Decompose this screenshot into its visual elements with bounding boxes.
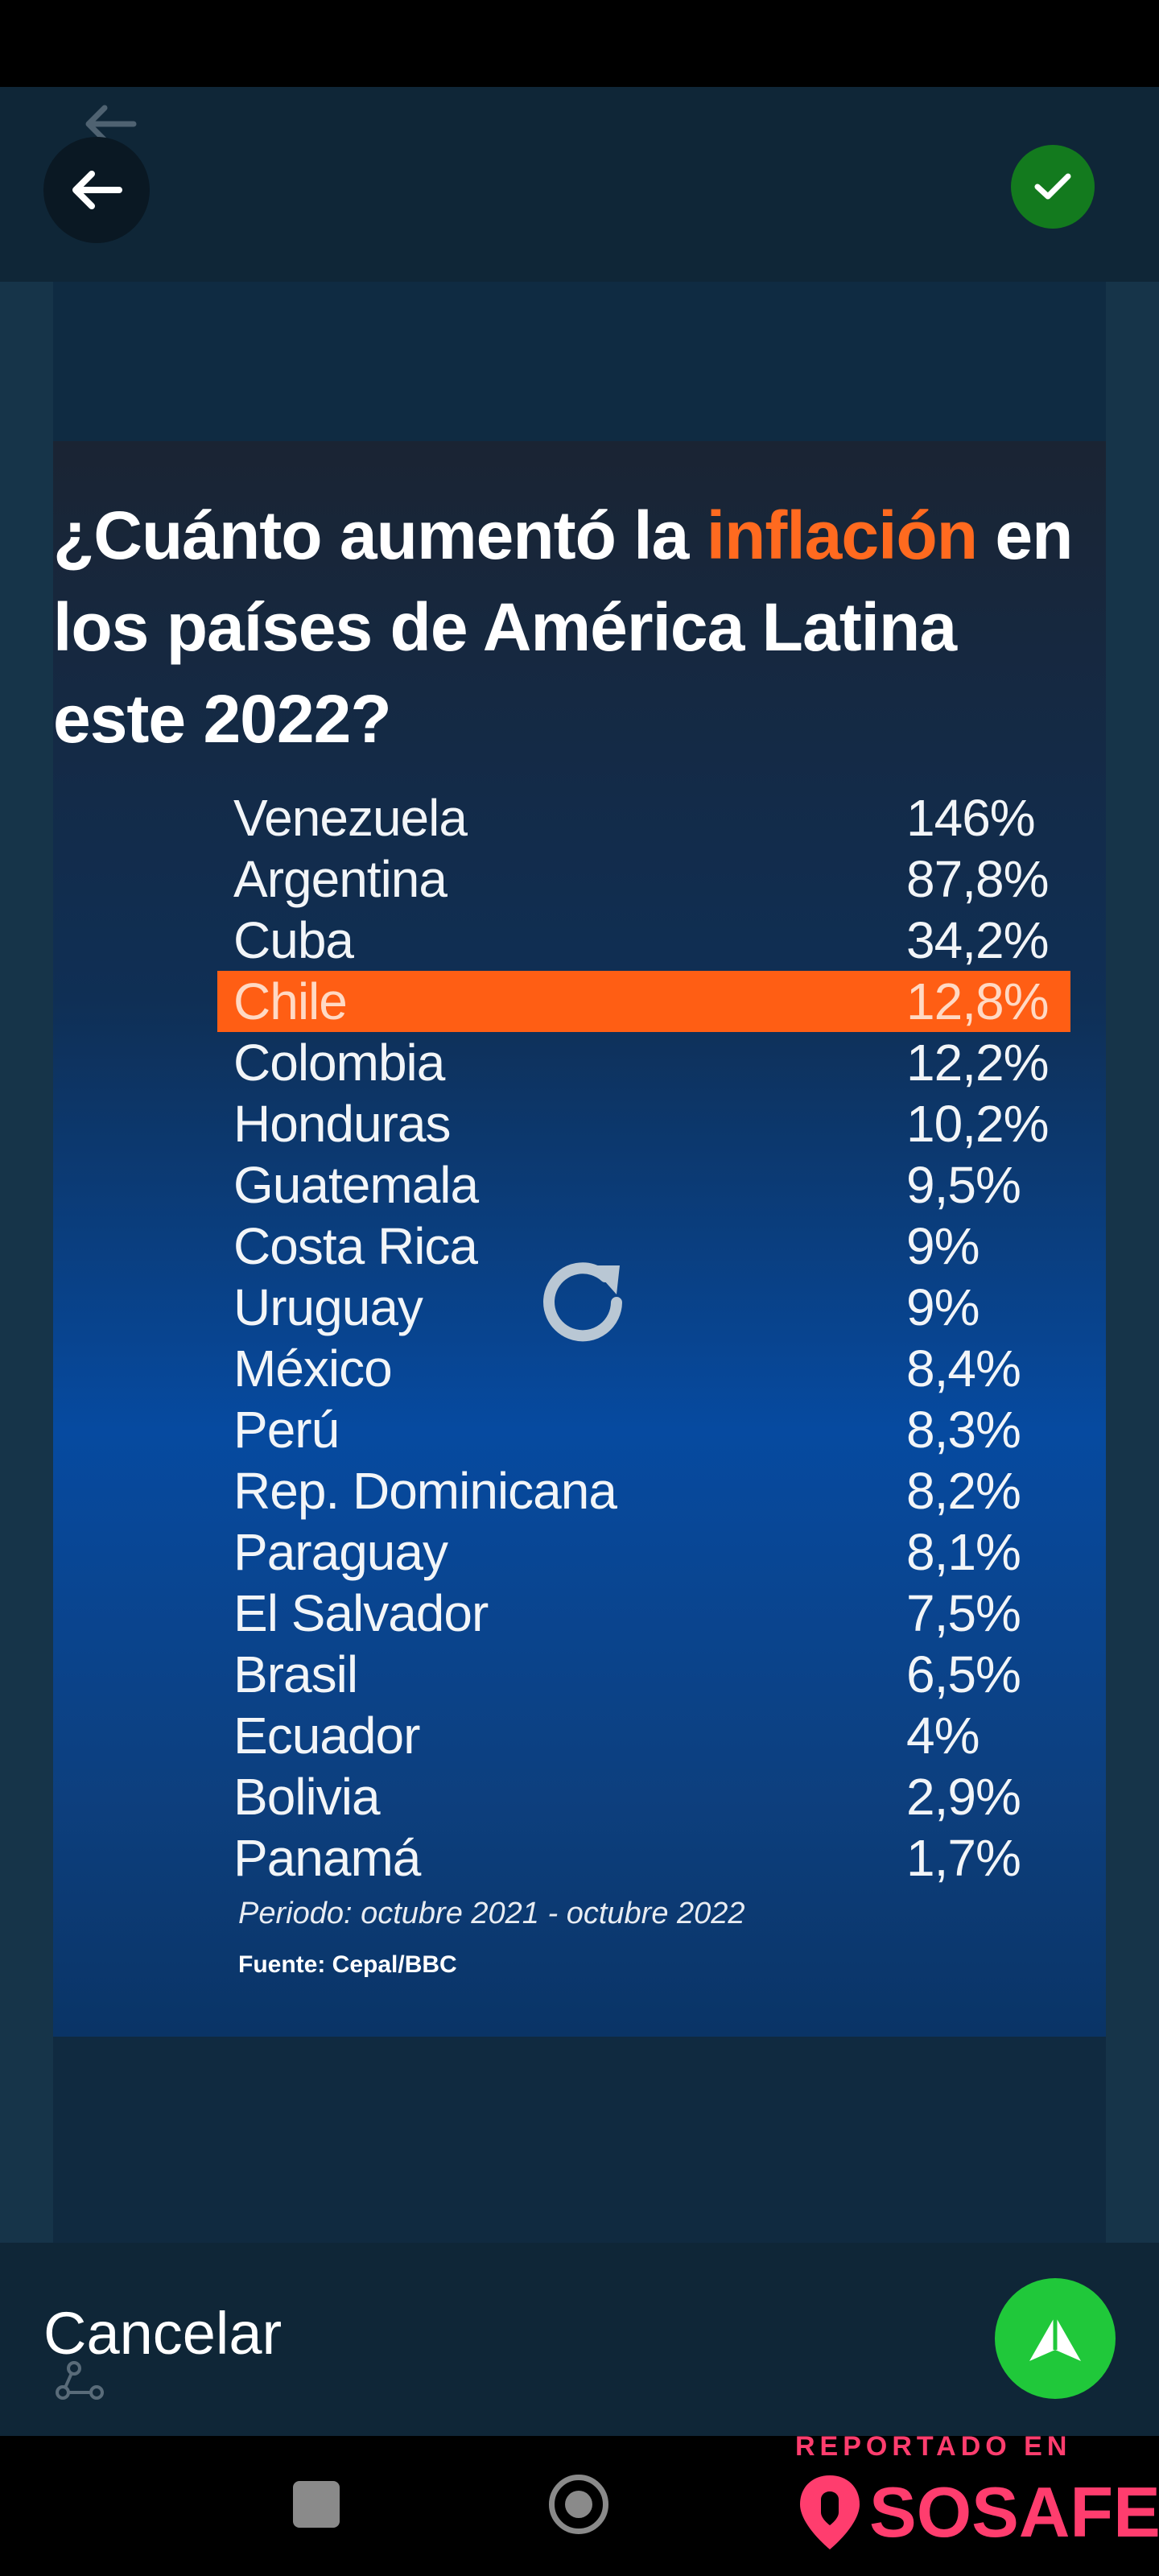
country-name: Argentina [233, 850, 448, 908]
table-row: México 8,4% [217, 1338, 1070, 1399]
share-icon [56, 2361, 104, 2400]
title-text-end: en los países de América Latina este 202… [53, 497, 1073, 757]
back-button[interactable] [43, 137, 150, 243]
inflation-value: 8,4% [906, 1340, 1021, 1397]
infographic-title: ¿Cuánto aumentó la inflación en los país… [53, 489, 1099, 765]
home-button[interactable] [549, 2475, 608, 2534]
cancel-button[interactable]: Cancelar [43, 2300, 283, 2367]
country-name: Bolivia [233, 1768, 381, 1826]
inflation-value: 87,8% [906, 850, 1049, 908]
send-icon [1029, 2316, 1081, 2361]
title-text: ¿Cuánto aumentó la [53, 497, 707, 573]
table-row: Cuba 34,2% [217, 910, 1070, 971]
source-note: Fuente: Cepal/BBC [238, 1951, 457, 1978]
table-row: Guatemala 9,5% [217, 1154, 1070, 1216]
inflation-value: 2,9% [906, 1768, 1021, 1826]
inflation-infographic: ¿Cuánto aumentó la inflación en los país… [53, 441, 1106, 2037]
watermark-caption: REPORTADO EN [795, 2431, 1072, 2462]
table-row: Brasil 6,5% [217, 1644, 1070, 1705]
inflation-value: 6,5% [906, 1645, 1021, 1703]
inflation-value: 4% [906, 1707, 980, 1765]
table-row: Rep. Dominicana 8,2% [217, 1460, 1070, 1521]
watermark-logo: SOSAFE [795, 2468, 1159, 2557]
country-name: México [233, 1340, 393, 1397]
table-row: Honduras 10,2% [217, 1093, 1070, 1154]
table-row: Bolivia 2,9% [217, 1766, 1070, 1827]
country-name: Uruguay [233, 1278, 423, 1336]
arrow-left-icon [85, 105, 137, 143]
inflation-value: 146% [906, 789, 1036, 847]
country-name: Perú [233, 1401, 340, 1459]
country-name: Costa Rica [233, 1217, 478, 1275]
period-note: Periodo: octubre 2021 - octubre 2022 [238, 1897, 745, 1930]
inflation-value: 12,8% [906, 972, 1049, 1030]
table-row: Venezuela 146% [217, 787, 1070, 848]
table-row: Chile 12,8% [217, 971, 1070, 1032]
inflation-value: 8,1% [906, 1523, 1021, 1581]
country-name: Cuba [233, 911, 354, 969]
country-name: El Salvador [233, 1584, 489, 1642]
country-name: Colombia [233, 1034, 445, 1092]
table-row: Perú 8,3% [217, 1399, 1070, 1460]
table-row: Ecuador 4% [217, 1705, 1070, 1766]
inflation-value: 7,5% [906, 1584, 1021, 1642]
confirm-button[interactable] [1011, 145, 1095, 229]
table-row: El Salvador 7,5% [217, 1583, 1070, 1644]
inflation-value: 12,2% [906, 1034, 1049, 1092]
inflation-value: 1,7% [906, 1829, 1021, 1887]
status-bar [0, 0, 1159, 87]
table-row: Argentina 87,8% [217, 848, 1070, 910]
recents-button[interactable] [293, 2481, 340, 2528]
country-name: Brasil [233, 1645, 358, 1703]
inflation-value: 9% [906, 1278, 980, 1336]
editor-bottom-bar [0, 2243, 1159, 2436]
table-row: Panamá 1,7% [217, 1827, 1070, 1889]
table-row: Paraguay 8,1% [217, 1521, 1070, 1583]
table-row: Costa Rica 9% [217, 1216, 1070, 1277]
watermark-brand: SOSAFE [869, 2472, 1159, 2552]
country-name: Guatemala [233, 1156, 479, 1214]
arrow-left-icon [72, 171, 122, 209]
inflation-table: Venezuela 146% Argentina 87,8% Cuba 34,2% Chil… [217, 787, 1070, 1889]
country-name: Paraguay [233, 1523, 448, 1581]
sosafe-logo-icon [800, 2475, 860, 2549]
country-name: Ecuador [233, 1707, 420, 1765]
inflation-value: 10,2% [906, 1095, 1049, 1153]
country-name: Honduras [233, 1095, 451, 1153]
inflation-value: 8,2% [906, 1462, 1021, 1520]
table-row: Uruguay 9% [217, 1277, 1070, 1338]
title-accent: inflación [706, 497, 978, 573]
country-name: Chile [233, 972, 348, 1030]
inflation-value: 9% [906, 1217, 980, 1275]
country-name: Panamá [233, 1829, 421, 1887]
refresh-icon[interactable] [526, 1246, 639, 1359]
country-name: Venezuela [233, 789, 468, 847]
inflation-value: 34,2% [906, 911, 1049, 969]
table-row: Colombia 12,2% [217, 1032, 1070, 1093]
check-icon [1034, 173, 1071, 200]
editor-top-bar [0, 87, 1159, 282]
country-name: Rep. Dominicana [233, 1462, 617, 1520]
send-button[interactable] [995, 2278, 1116, 2399]
inflation-value: 8,3% [906, 1401, 1021, 1459]
inflation-value: 9,5% [906, 1156, 1021, 1214]
